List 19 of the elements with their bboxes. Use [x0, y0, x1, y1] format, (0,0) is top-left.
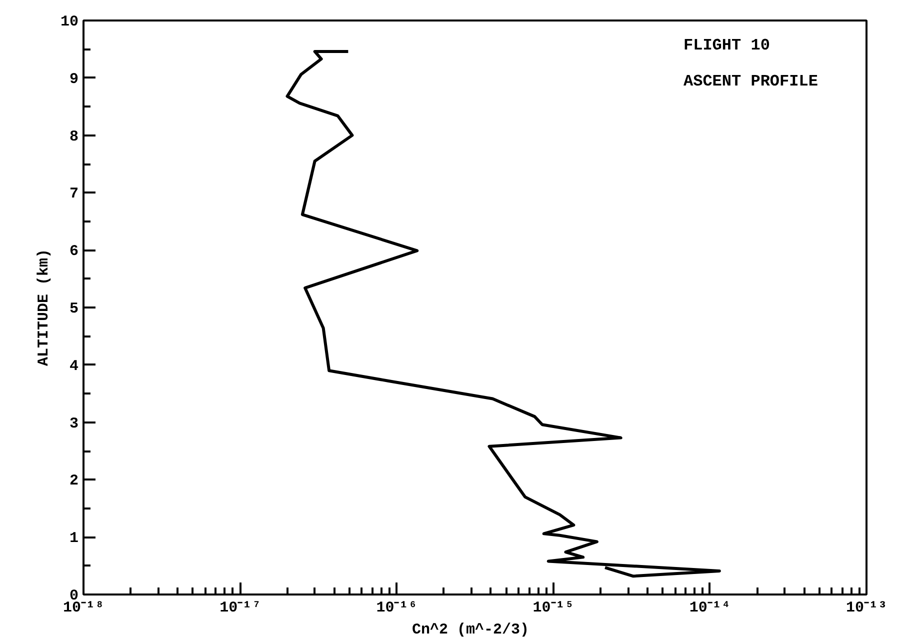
- y-tick-label: 3: [70, 415, 79, 432]
- y-tick-label: 5: [70, 300, 79, 318]
- y-tick-label: 1: [70, 530, 79, 548]
- y-tick-label: 6: [70, 243, 79, 260]
- y-tick-label: 9: [70, 70, 79, 88]
- annotation: FLIGHT 10: [684, 36, 770, 54]
- y-tick-label: 7: [70, 186, 79, 203]
- x-tick-label: 10⁻¹⁵: [532, 600, 574, 616]
- x-tick-label: 10⁻¹⁴: [689, 600, 730, 616]
- annotation: ASCENT PROFILE: [684, 72, 818, 90]
- x-tick-label: 10⁻¹⁶: [376, 600, 418, 616]
- x-axis-title: Cn^2 (m^-2/3): [412, 622, 530, 638]
- y-axis-title: ALTITUDE (km): [35, 248, 52, 366]
- y-tick-label: 2: [70, 472, 79, 490]
- x-tick-label: 10⁻¹³: [846, 600, 888, 616]
- y-tick-label: 10: [60, 14, 79, 30]
- y-tick-label: 4: [70, 358, 79, 375]
- x-tick-label: 10⁻¹⁷: [220, 600, 261, 616]
- y-tick-label: 8: [70, 128, 79, 146]
